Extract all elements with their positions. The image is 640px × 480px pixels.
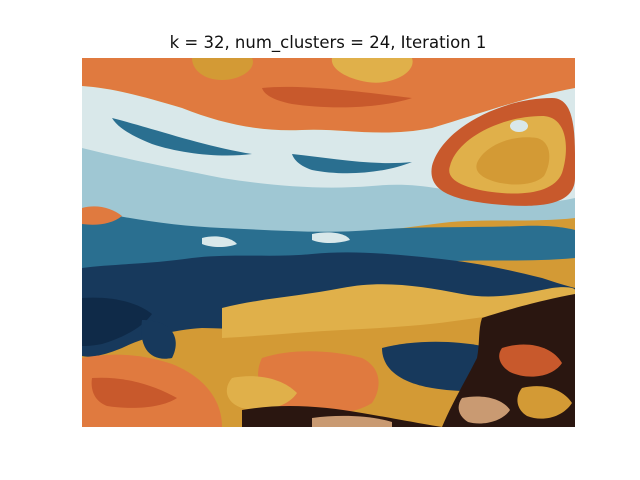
brown-swirl-1 [499,344,562,377]
top-burnt-streak [262,86,412,108]
figure-title: k = 32, num_clusters = 24, Iteration 1 [169,33,487,52]
top-mustard-swirl [192,58,253,80]
navy-inlet [141,320,176,359]
teal-streak-1 [112,118,252,156]
lower-gold-river [222,284,575,338]
left-orange-splash [82,206,122,225]
light-blue-band [82,148,575,252]
clustered-image [82,58,575,427]
teal-streak-2 [292,154,412,174]
ice-fleck-2 [312,232,350,243]
right-swirl-eye [510,120,528,132]
right-swirl-core [476,137,550,185]
lower-gold-blob [226,376,297,410]
lower-burnt-streak-left [91,377,177,408]
ice-fleck-1 [202,236,237,247]
brown-swirl-3 [458,396,510,424]
marbled-image-svg [82,58,575,427]
navy-lake-lower [82,297,152,346]
top-mustard-swirl-2 [331,58,413,83]
tan-streak-bottom [312,415,392,427]
brown-swirl-2 [517,386,572,419]
